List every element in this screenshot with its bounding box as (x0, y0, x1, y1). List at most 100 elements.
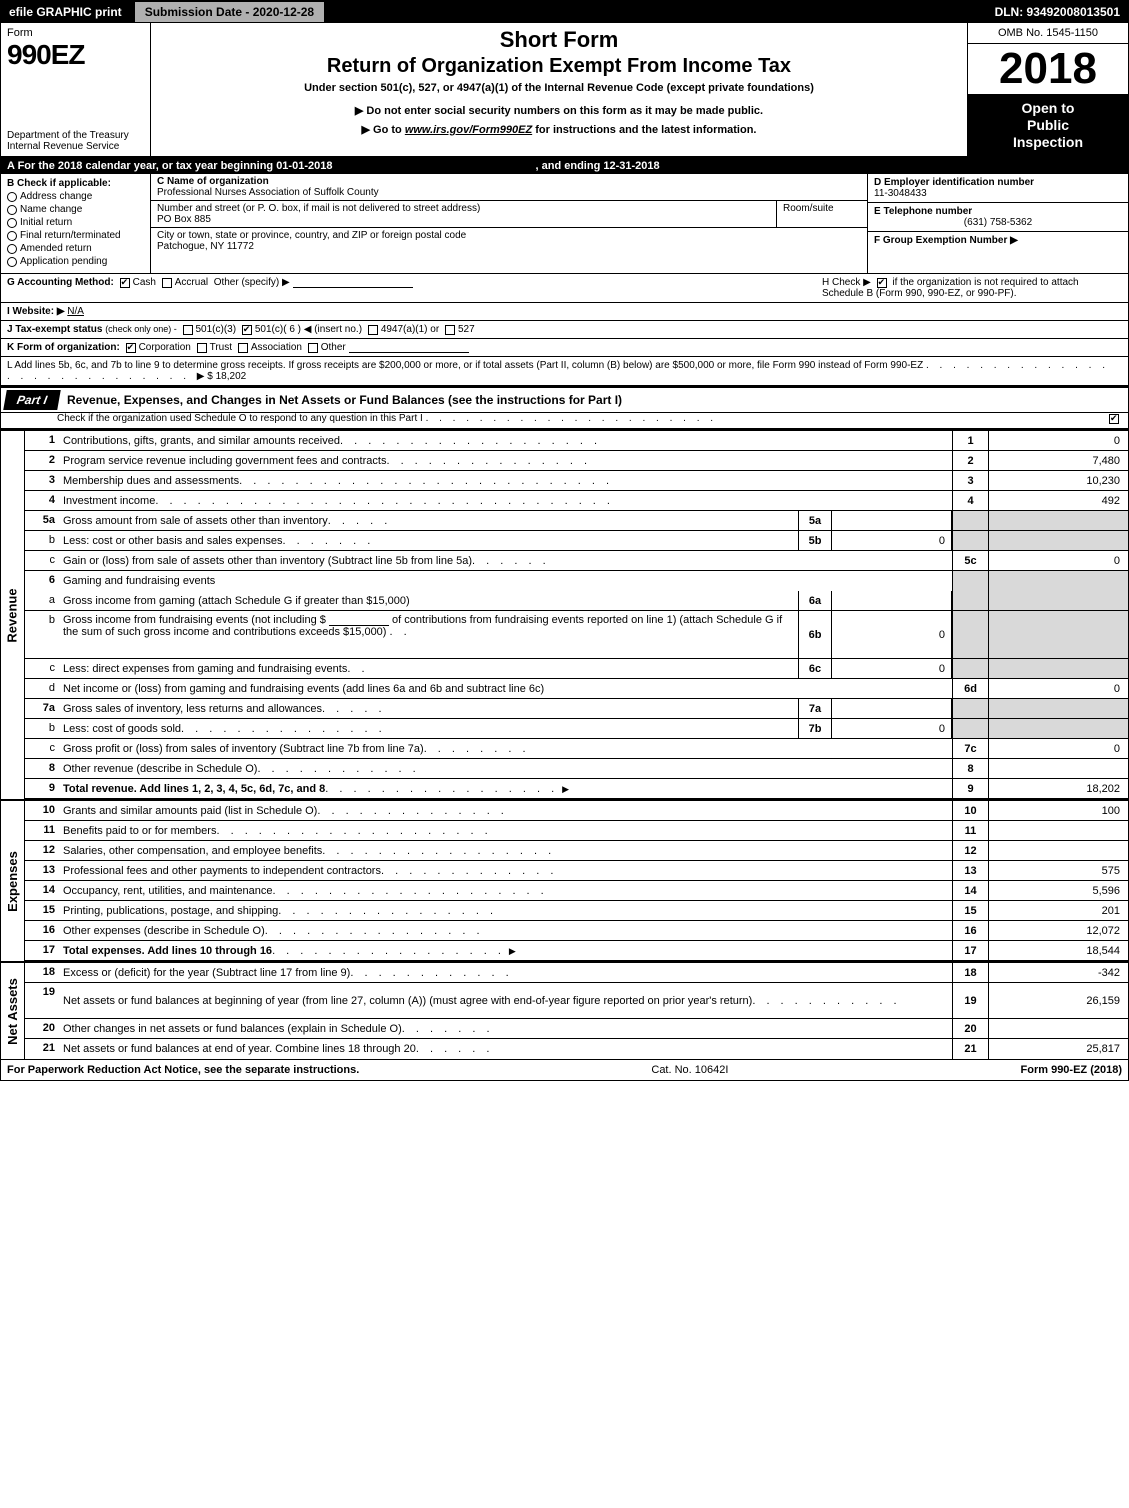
line-13-num: 13 (25, 861, 59, 880)
line-11-num: 11 (25, 821, 59, 840)
lbl-other: Other (specify) ▶ (214, 277, 290, 288)
chk-501c[interactable] (242, 325, 252, 335)
line-6-col-shade (952, 571, 988, 591)
lbl-accrual: Accrual (175, 277, 208, 288)
open-line-2: Public (970, 117, 1126, 134)
website-value[interactable]: N/A (67, 306, 467, 317)
header-right: OMB No. 1545-1150 2018 Open to Public In… (968, 23, 1128, 156)
line-21: 21 Net assets or fund balances at end of… (25, 1039, 1128, 1059)
lbl-4947: 4947(a)(1) or (381, 324, 439, 335)
lbl-other-org: Other (321, 342, 346, 353)
form-page: efile GRAPHIC print Submission Date - 20… (0, 0, 1129, 1081)
arrow-icon (558, 783, 573, 795)
line-6d-text: Net income or (loss) from gaming and fun… (63, 683, 544, 695)
line-6a-mini-val (832, 591, 952, 610)
line-15-desc: Printing, publications, postage, and shi… (59, 901, 952, 920)
chk-association[interactable] (238, 343, 248, 353)
line-6c-text: Less: direct expenses from gaming and fu… (63, 663, 347, 675)
chk-schedule-b[interactable] (877, 278, 887, 288)
line-11: 11 Benefits paid to or for members . . .… (25, 821, 1128, 841)
line-4-desc: Investment income . . . . . . . . . . . … (59, 491, 952, 510)
line-3-col: 3 (952, 471, 988, 490)
line-6a-val-shade (988, 591, 1128, 610)
line-7c-val: 0 (988, 739, 1128, 758)
line-3-num: 3 (25, 471, 59, 490)
revenue-side-label: Revenue (1, 431, 25, 799)
under-section-text: Under section 501(c), 527, or 4947(a)(1)… (159, 82, 959, 94)
lbl-527: 527 (458, 324, 475, 335)
l-amount-value: 18,202 (216, 371, 247, 382)
calyear-mid: , and ending 12-31-2018 (536, 160, 660, 172)
line-15-num: 15 (25, 901, 59, 920)
line-8: 8 Other revenue (describe in Schedule O)… (25, 759, 1128, 779)
line-7b-val-shade (988, 719, 1128, 738)
chk-501c3[interactable] (183, 325, 193, 335)
header-left: Form 990EZ Department of the Treasury In… (1, 23, 151, 156)
chk-cash[interactable] (120, 278, 130, 288)
line-1-val: 0 (988, 431, 1128, 450)
line-6b-col-shade (952, 611, 988, 658)
chk-amended-return[interactable]: Amended return (7, 243, 144, 254)
line-6-num: 6 (25, 571, 59, 591)
line-19-val: 26,159 (988, 983, 1128, 1018)
line-9-col: 9 (952, 779, 988, 798)
chk-trust[interactable] (197, 343, 207, 353)
j-note: (check only one) - (105, 324, 177, 334)
line-7c-text: Gross profit or (loss) from sales of inv… (63, 743, 424, 755)
line-7a-desc: Gross sales of inventory, less returns a… (59, 699, 798, 718)
l-amount-label: ▶ $ (197, 371, 213, 382)
line-13: 13 Professional fees and other payments … (25, 861, 1128, 881)
line-6b-blank[interactable] (329, 615, 389, 626)
chk-accrual[interactable] (162, 278, 172, 288)
line-16-desc: Other expenses (describe in Schedule O) … (59, 921, 952, 940)
line-10-num: 10 (25, 801, 59, 820)
section-c: C Name of organization Professional Nurs… (151, 174, 868, 273)
line-6b-num: b (25, 611, 59, 658)
line-18-text: Excess or (deficit) for the year (Subtra… (63, 967, 350, 979)
submission-date-button[interactable]: Submission Date - 2020-12-28 (134, 1, 325, 23)
phone-value: (631) 758-5362 (874, 217, 1122, 228)
line-5b-desc: Less: cost or other basis and sales expe… (59, 531, 798, 550)
org-name-cell: C Name of organization Professional Nurs… (151, 174, 867, 201)
chk-application-pending[interactable]: Application pending (7, 256, 144, 267)
chk-other-org[interactable] (308, 343, 318, 353)
line-6c-mini-val: 0 (832, 659, 952, 678)
line-14: 14 Occupancy, rent, utilities, and maint… (25, 881, 1128, 901)
chk-corporation[interactable] (126, 343, 136, 353)
line-18-desc: Excess or (deficit) for the year (Subtra… (59, 963, 952, 982)
other-org-input[interactable] (349, 342, 469, 353)
chk-4947[interactable] (368, 325, 378, 335)
line-17-val: 18,544 (988, 941, 1128, 960)
line-12-text: Salaries, other compensation, and employ… (63, 845, 322, 857)
expenses-table: 10 Grants and similar amounts paid (list… (25, 801, 1128, 961)
chk-initial-return[interactable]: Initial return (7, 217, 144, 228)
goto-link[interactable]: www.irs.gov/Form990EZ (405, 124, 532, 136)
org-name-label: C Name of organization (157, 176, 269, 187)
line-6b-mini-val: 0 (832, 611, 952, 658)
street-label: Number and street (or P. O. box, if mail… (157, 203, 480, 214)
chk-527[interactable] (445, 325, 455, 335)
row-j-tax-exempt: J Tax-exempt status (check only one) - 5… (1, 321, 1128, 339)
other-specify-input[interactable] (293, 277, 413, 288)
chk-application-pending-label: Application pending (20, 256, 107, 267)
form-number: 990EZ (7, 39, 144, 71)
website-label: I Website: ▶ (7, 306, 65, 317)
line-3-desc: Membership dues and assessments . . . . … (59, 471, 952, 490)
line-6d: d Net income or (loss) from gaming and f… (25, 679, 1128, 699)
chk-address-change[interactable]: Address change (7, 191, 144, 202)
lbl-501c3: 501(c)(3) (196, 324, 237, 335)
group-exemption-cell: F Group Exemption Number ▶ (868, 232, 1128, 249)
line-7b-col-shade (952, 719, 988, 738)
line-5a-desc: Gross amount from sale of assets other t… (59, 511, 798, 530)
city-label: City or town, state or province, country… (157, 230, 466, 241)
chk-schedule-o-part1[interactable] (1109, 414, 1119, 424)
line-16-num: 16 (25, 921, 59, 940)
expenses-side-text: Expenses (5, 851, 20, 912)
expenses-side-label: Expenses (1, 801, 25, 961)
chk-name-change[interactable]: Name change (7, 204, 144, 215)
line-8-desc: Other revenue (describe in Schedule O) .… (59, 759, 952, 778)
line-4: 4 Investment income . . . . . . . . . . … (25, 491, 1128, 511)
chk-final-return[interactable]: Final return/terminated (7, 230, 144, 241)
open-line-3: Inspection (970, 134, 1126, 151)
line-16: 16 Other expenses (describe in Schedule … (25, 921, 1128, 941)
